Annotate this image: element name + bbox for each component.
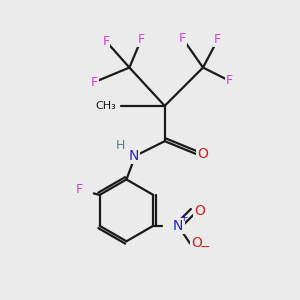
Text: O: O — [191, 236, 202, 250]
Text: F: F — [102, 34, 110, 48]
Text: F: F — [226, 74, 233, 87]
Text: F: F — [76, 182, 83, 196]
Text: −: − — [200, 242, 211, 254]
Text: O: O — [194, 204, 205, 218]
Text: F: F — [214, 33, 221, 46]
Text: O: O — [198, 147, 208, 161]
Text: F: F — [91, 76, 98, 89]
Text: N: N — [129, 149, 139, 163]
Text: H: H — [115, 139, 125, 152]
Text: +: + — [180, 213, 188, 223]
Text: CH₃: CH₃ — [95, 101, 116, 111]
Text: F: F — [138, 33, 145, 46]
Text: F: F — [179, 32, 186, 45]
Text: N: N — [173, 219, 183, 233]
